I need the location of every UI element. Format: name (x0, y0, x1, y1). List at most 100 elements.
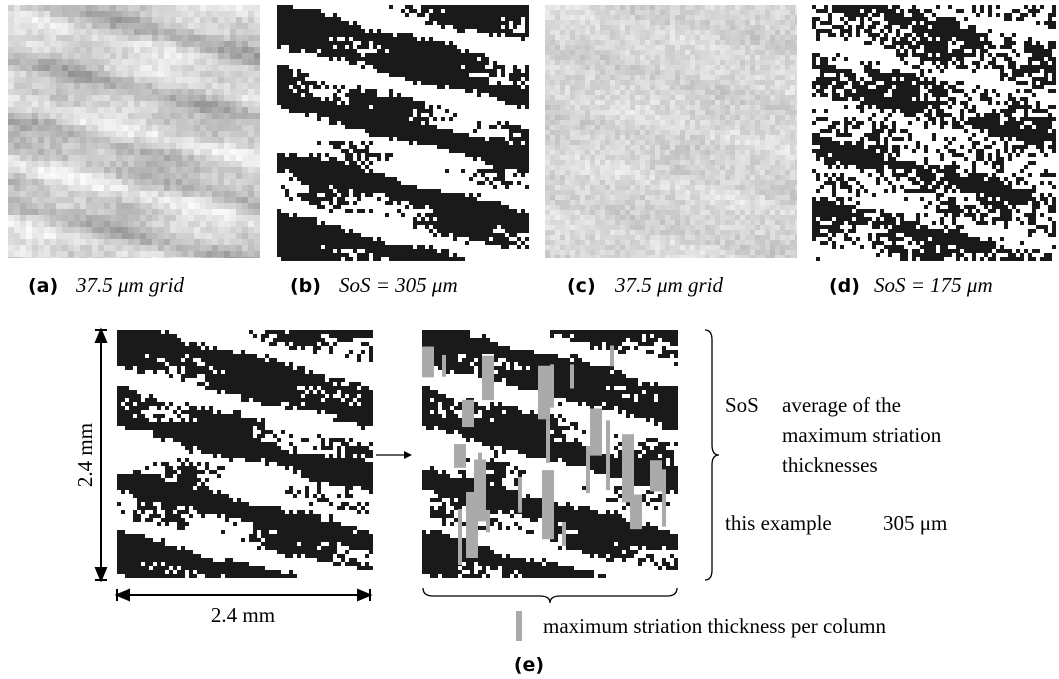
texture-cell (301, 233, 305, 237)
texture-cell (218, 173, 224, 179)
texture-cell (620, 40, 625, 45)
texture-cell (116, 119, 122, 125)
texture-cell (26, 47, 32, 53)
texture-cell (433, 77, 437, 81)
texture-cell (780, 25, 785, 30)
texture-cell (236, 35, 242, 41)
texture-cell (513, 81, 517, 85)
texture-cell (735, 55, 740, 60)
texture-cell (665, 10, 670, 15)
texture-cell (212, 17, 218, 23)
texture-cell (585, 65, 590, 70)
texture-cell (146, 41, 152, 47)
texture-cell (377, 53, 381, 57)
texture-cell (469, 65, 473, 69)
texture-cell (765, 15, 770, 20)
texture-cell (765, 90, 770, 95)
texture-cell (580, 85, 585, 90)
texture-cell (194, 173, 200, 179)
texture-cell (433, 137, 437, 141)
texture-cell (485, 205, 489, 209)
texture-cell (194, 35, 200, 41)
texture-cell (68, 131, 74, 137)
texture-cell (357, 121, 361, 125)
texture-cell (128, 17, 134, 23)
texture-cell (690, 40, 695, 45)
texture-cell (477, 125, 481, 129)
texture-cell (640, 75, 645, 80)
texture-cell (690, 60, 695, 65)
texture-cell (230, 239, 236, 245)
texture-cell (489, 229, 493, 233)
texture-cell (735, 65, 740, 70)
texture-cell (309, 185, 313, 189)
texture-cell (545, 85, 550, 90)
texture-cell (373, 189, 377, 193)
texture-cell (481, 205, 485, 209)
texture-cell (305, 181, 309, 185)
texture-cell (313, 49, 317, 53)
texture-cell (381, 109, 385, 113)
texture-cell (98, 233, 104, 239)
texture-cell (513, 93, 517, 97)
texture-cell (401, 117, 405, 121)
texture-cell (158, 125, 164, 131)
texture-cell (525, 5, 529, 9)
texture-cell (421, 117, 425, 121)
texture-cell (665, 15, 670, 20)
texture-cell (590, 40, 595, 45)
texture-cell (565, 85, 570, 90)
texture-cell (453, 65, 457, 69)
texture-cell (242, 53, 248, 59)
texture-cell (301, 13, 305, 17)
texture-cell (309, 161, 313, 165)
texture-cell (373, 57, 377, 61)
texture-cell (580, 60, 585, 65)
texture-cell (80, 257, 86, 258)
texture-cell (182, 59, 188, 65)
texture-cell (333, 237, 337, 241)
texture-cell (122, 221, 128, 227)
texture-cell (116, 65, 122, 71)
texture-cell (206, 35, 212, 41)
texture-cell (293, 25, 297, 29)
texture-cell (710, 75, 715, 80)
texture-cell (164, 149, 170, 155)
texture-cell (575, 90, 580, 95)
texture-cell (277, 41, 281, 45)
texture-cell (433, 45, 437, 49)
texture-cell (134, 95, 140, 101)
texture-cell (32, 203, 38, 209)
texture-cell (230, 191, 236, 197)
texture-cell (128, 137, 134, 143)
texture-cell (329, 117, 333, 121)
texture-cell (200, 53, 206, 59)
texture-cell (615, 35, 620, 40)
texture-cell (425, 197, 429, 201)
texture-cell (176, 185, 182, 191)
texture-cell (585, 90, 590, 95)
texture-cell (325, 85, 329, 89)
texture-cell (565, 55, 570, 60)
texture-cell (212, 53, 218, 59)
texture-cell (353, 165, 357, 169)
texture-cell (242, 227, 248, 233)
texture-cell (14, 215, 20, 221)
texture-cell (405, 57, 409, 61)
texture-cell (405, 193, 409, 197)
texture-cell (140, 47, 146, 53)
texture-cell (369, 241, 373, 245)
texture-cell (341, 201, 345, 205)
texture-cell (485, 145, 489, 149)
texture-cell (453, 73, 457, 77)
texture-cell (254, 5, 260, 11)
texture-cell (477, 89, 481, 93)
texture-cell (369, 245, 373, 249)
texture-cell (381, 61, 385, 65)
texture-cell (353, 173, 357, 177)
texture-cell (349, 89, 353, 93)
texture-cell (497, 237, 501, 241)
texture-cell (381, 33, 385, 37)
texture-cell (8, 185, 14, 191)
texture-cell (309, 37, 313, 41)
